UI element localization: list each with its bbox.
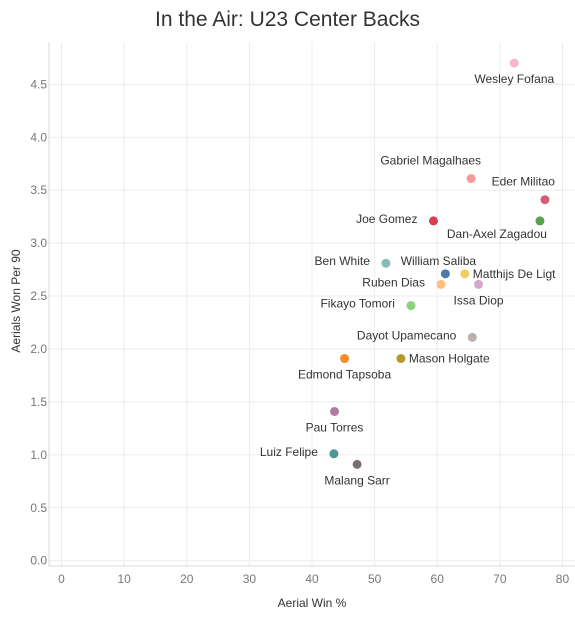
data-point[interactable] (396, 354, 406, 364)
y-tick-label: 2.0 (30, 342, 47, 356)
tick-labels: 0 10 20 30 40 50 60 70 80 0.0 0.5 1.0 1.5 2.0 2.5 3.0 3.… (30, 77, 569, 586)
point-label: Malang Sarr (324, 473, 389, 487)
x-tick-label: 80 (556, 572, 570, 586)
point-label: Luiz Felipe (260, 445, 318, 459)
data-point[interactable] (466, 174, 476, 184)
data-point[interactable] (381, 258, 391, 268)
y-axis-title: Aerials Won Per 90 (9, 249, 23, 352)
axes (48, 42, 575, 567)
point-labels: Wesley Fofana Gabriel Magalhaes Eder Milit… (260, 72, 556, 487)
point-label: Wesley Fofana (474, 72, 554, 86)
y-tick-label: 4.5 (30, 77, 47, 91)
y-tick-label: 2.5 (30, 289, 47, 303)
data-point[interactable] (406, 301, 416, 311)
x-tick-label: 0 (58, 572, 65, 586)
y-tick-label: 3.0 (30, 236, 47, 250)
point-label: Ruben Dias (362, 275, 425, 289)
point-label: Pau Torres (306, 420, 364, 434)
x-tick-label: 10 (117, 572, 131, 586)
x-tick-label: 30 (243, 572, 257, 586)
data-point[interactable] (535, 216, 545, 226)
data-point[interactable] (330, 406, 340, 416)
y-tick-label: 4.0 (30, 130, 47, 144)
data-point[interactable] (329, 449, 339, 459)
data-point[interactable] (352, 459, 362, 469)
point-label: Fikayo Tomori (320, 297, 394, 311)
point-label: Joe Gomez (356, 212, 417, 226)
y-tick-label: 0.5 (30, 501, 47, 515)
x-tick-label: 40 (305, 572, 319, 586)
data-point[interactable] (467, 332, 477, 342)
data-points (329, 58, 550, 469)
data-point[interactable] (540, 195, 550, 205)
x-tick-label: 20 (180, 572, 194, 586)
x-tick-label: 50 (368, 572, 382, 586)
point-label: Gabriel Magalhaes (380, 154, 481, 168)
point-label: William Saliba (401, 254, 477, 268)
point-label: Mason Holgate (409, 352, 490, 366)
point-label: Dan-Axel Zagadou (447, 227, 547, 241)
point-label: Dayot Upamecano (357, 328, 457, 342)
data-point[interactable] (340, 354, 350, 364)
y-tick-label: 1.5 (30, 395, 47, 409)
x-tick-label: 60 (431, 572, 445, 586)
data-point[interactable] (428, 216, 438, 226)
grid-lines (49, 42, 575, 566)
data-point[interactable] (460, 269, 470, 279)
point-label: Matthijs De Ligt (473, 267, 556, 281)
point-label: Eder Militao (492, 175, 556, 189)
y-tick-label: 1.0 (30, 448, 47, 462)
point-label: Issa Diop (454, 293, 504, 307)
y-tick-label: 3.5 (30, 183, 47, 197)
data-point[interactable] (436, 279, 446, 289)
point-label: Ben White (315, 254, 371, 268)
data-point[interactable] (509, 58, 519, 68)
data-point[interactable] (440, 269, 450, 279)
point-label: Edmond Tapsoba (298, 368, 392, 382)
chart-title: In the Air: U23 Center Backs (155, 8, 420, 31)
x-axis-title: Aerial Win % (278, 596, 347, 610)
y-tick-label: 0.0 (30, 554, 47, 568)
data-point[interactable] (474, 279, 484, 289)
x-tick-label: 70 (493, 572, 507, 586)
